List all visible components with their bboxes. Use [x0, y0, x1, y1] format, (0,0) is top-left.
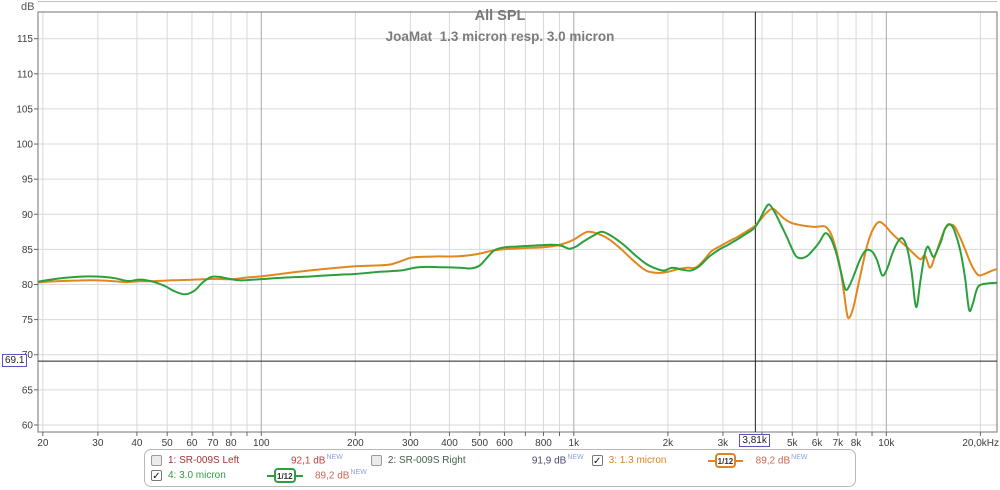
x-tick-label: 30 — [92, 438, 104, 449]
legend-row-2: ✓ 4: 3.0 micron 1/12 89,2 dBNEW — [151, 468, 849, 483]
y-tick-label: 100 — [16, 140, 33, 151]
x-tick-label: 400 — [441, 438, 458, 449]
x-tick-label: 100 — [253, 438, 270, 449]
legend-row-1: 1: SR-009S Left 92,1 dBNEW 2: SR-009S Ri… — [151, 453, 849, 468]
smoothing-badge-3: 1/12 — [707, 453, 756, 468]
y-tick-label: 80 — [22, 280, 34, 291]
legend-checkbox-3[interactable]: ✓ — [591, 455, 603, 467]
legend-value-1: 92,1 dBNEW — [291, 454, 343, 466]
legend-db-value-4: 89,2 dB — [315, 470, 350, 482]
curve-3-1-3-micron — [38, 207, 997, 320]
curve-4-3-0-micron — [38, 203, 997, 313]
y-tick-label: 105 — [16, 104, 33, 115]
x-tick-label: 60 — [186, 438, 198, 449]
y-tick-label: 75 — [22, 315, 34, 326]
smoothing-value-3: 1/12 — [717, 457, 734, 466]
y-tick-label: 70 — [22, 350, 34, 361]
x-tick-label: 20 — [37, 438, 49, 449]
legend-db-value-2: 91,9 dB — [531, 455, 567, 467]
y-tick-label: 60 — [22, 420, 34, 431]
y-axis-unit-label: dB — [21, 1, 35, 13]
x-tick-label: 300 — [402, 438, 419, 449]
x-tick-label: 40 — [131, 438, 143, 449]
x-tick-label: 600 — [496, 438, 513, 449]
cursor-db-readout: 69.1 — [2, 354, 28, 368]
smoothing-box: 1/12 — [274, 468, 296, 483]
x-tick-label: 20,0kHz — [962, 438, 999, 449]
smoothing-box: 1/12 — [714, 453, 737, 468]
legend-checkbox-4[interactable]: ✓ — [151, 470, 162, 482]
new-tag-3: NEW — [791, 454, 808, 462]
legend-value-2: 91,9 dBNEW — [532, 454, 584, 466]
legend-label-3[interactable]: 3: 1.3 micron — [608, 455, 667, 466]
legend-value-3: 89,2 dBNEW — [756, 454, 808, 466]
legend-db-value-1: 92,1 dB — [291, 455, 326, 467]
cursor-freq-readout: 3,81k — [739, 434, 770, 447]
y-tick-label: 110 — [17, 69, 33, 80]
y-tick-label: 115 — [17, 34, 33, 45]
trace-line-left — [707, 459, 715, 462]
x-tick-label: 6k — [812, 438, 824, 449]
new-tag-2: NEW — [567, 454, 584, 462]
x-tick-label: 8k — [851, 438, 863, 449]
x-tick-label: 10k — [878, 438, 895, 449]
trace-line-right — [736, 459, 744, 462]
x-tick-label: 3k — [718, 438, 730, 449]
smoothing-badge-4: 1/12 — [267, 468, 315, 483]
x-tick-label: 1k — [569, 438, 581, 449]
x-tick-label: 70 — [207, 438, 219, 449]
legend-checkbox-1[interactable] — [151, 454, 162, 466]
x-tick-label: 5k — [787, 438, 799, 449]
x-tick-label: 7k — [833, 438, 845, 449]
y-tick-label: 85 — [22, 245, 34, 256]
legend-label-2[interactable]: 2: SR-009S Right — [387, 454, 466, 466]
legend-item-3-0-micron[interactable]: ✓ 4: 3.0 micron 1/12 89,2 dBNEW — [151, 468, 367, 483]
legend-item-sr009s-right[interactable]: 2: SR-009S Right 91,9 dBNEW — [370, 454, 584, 467]
legend-label-1[interactable]: 1: SR-009S Left — [168, 454, 240, 466]
x-tick-label: 50 — [162, 438, 174, 449]
x-tick-label: 800 — [535, 438, 552, 449]
x-tick-label: 2k — [663, 438, 675, 449]
legend-item-1-3-micron[interactable]: ✓ 3: 1.3 micron 1/12 89,2 dBNEW — [591, 453, 808, 468]
new-tag-1: NEW — [326, 454, 343, 462]
trace-line-right — [295, 474, 303, 477]
x-tick-label: 500 — [471, 438, 488, 449]
legend-db-value-3: 89,2 dB — [755, 455, 791, 467]
plot-border — [37, 11, 998, 433]
trace-line-left — [267, 474, 274, 477]
smoothing-value-4: 1/12 — [277, 472, 293, 481]
legend-item-sr009s-left[interactable]: 1: SR-009S Left 92,1 dBNEW — [151, 454, 343, 467]
y-tick-label: 90 — [22, 210, 34, 221]
x-tick-label: 200 — [347, 438, 364, 449]
x-tick-label: 80 — [225, 438, 237, 449]
legend-label-4[interactable]: 4: 3.0 micron — [168, 470, 226, 481]
legend-checkbox-2[interactable] — [370, 454, 382, 466]
legend-value-4: 89,2 dBNEW — [315, 469, 367, 481]
y-tick-label: 95 — [22, 175, 34, 186]
y-tick-label: 65 — [22, 385, 34, 396]
legend-panel: 1: SR-009S Left 92,1 dBNEW 2: SR-009S Ri… — [144, 449, 856, 487]
new-tag-4: NEW — [350, 469, 367, 477]
